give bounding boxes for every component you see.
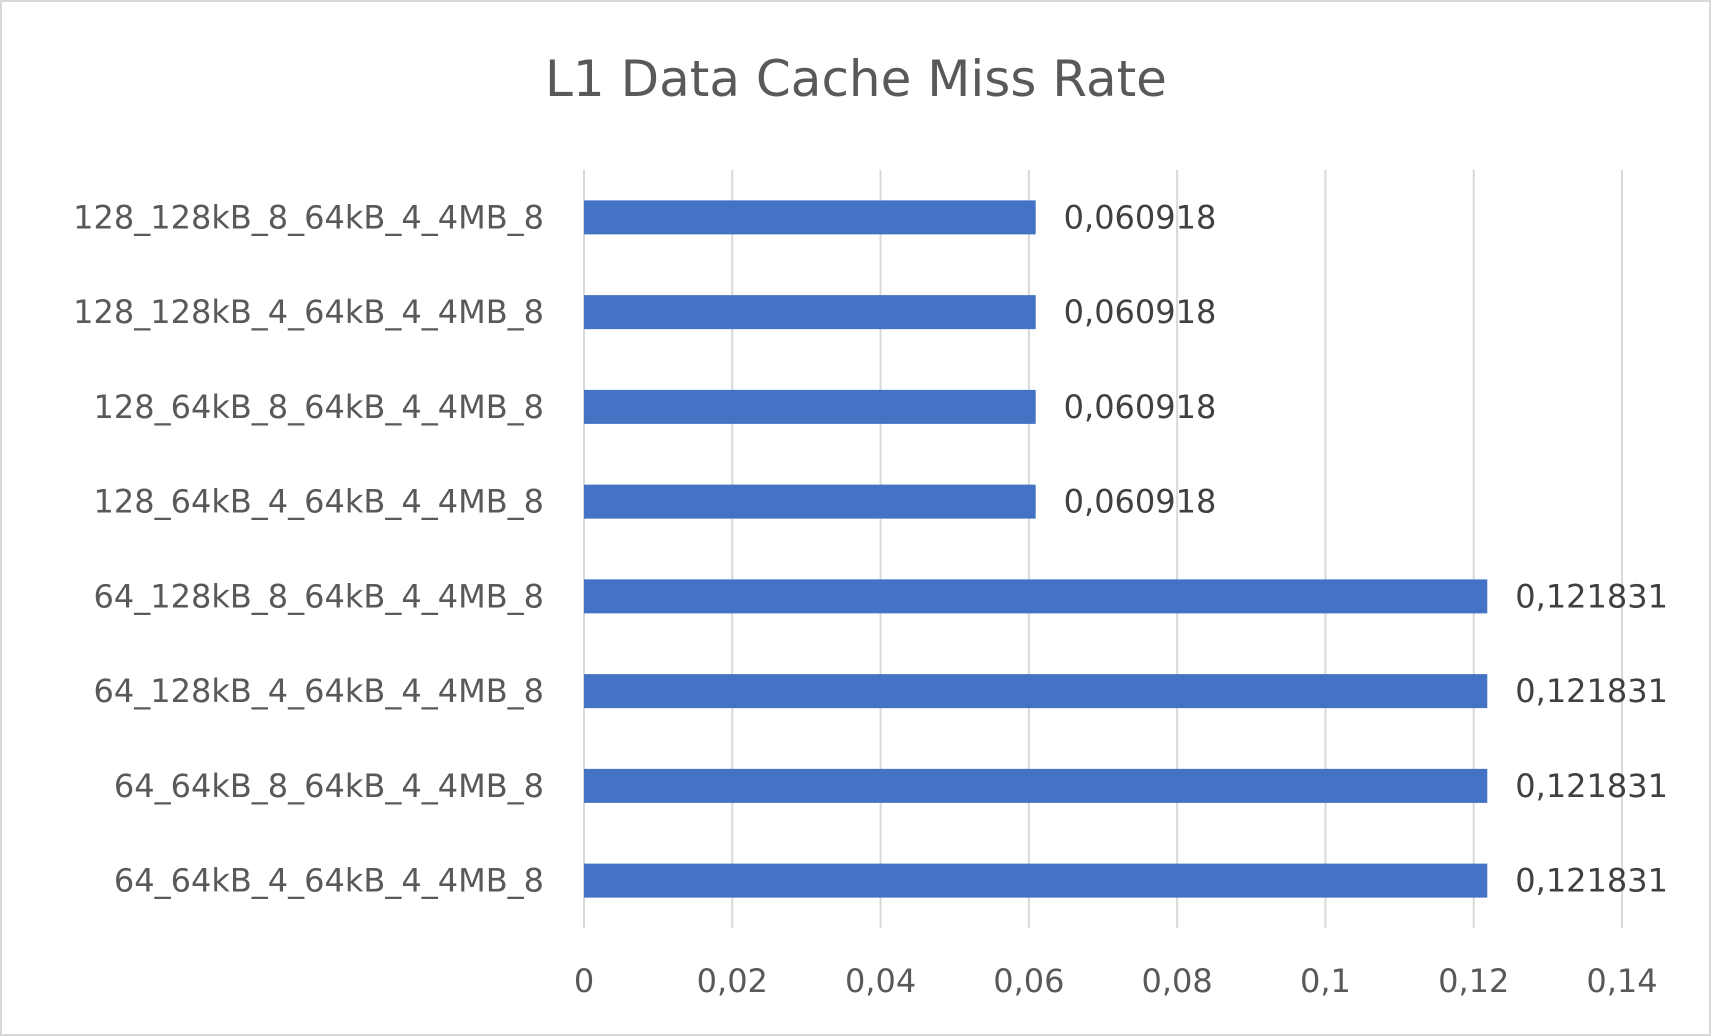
x-axis-ticks: 0 0,02 0,04 0,06 0,08 0,1 0,12 0,14 — [574, 962, 1658, 1000]
x-tick-label: 0 — [574, 962, 594, 1000]
category-labels: 64_64kB_4_64kB_4_4MB_8 64_64kB_8_64kB_4_4… — [73, 198, 544, 899]
bar — [584, 200, 1036, 235]
bar — [584, 389, 1036, 424]
bar — [584, 863, 1488, 898]
chart-title: L1 Data Cache Miss Rate — [545, 50, 1167, 108]
data-label: 0,121831 — [1515, 767, 1668, 805]
bars — [584, 200, 1488, 898]
bar — [584, 674, 1488, 709]
bar — [584, 579, 1488, 614]
category-label: 64_128kB_4_64kB_4_4MB_8 — [94, 672, 544, 710]
data-label: 0,060918 — [1064, 198, 1217, 236]
category-label: 64_64kB_8_64kB_4_4MB_8 — [114, 767, 544, 805]
data-label: 0,060918 — [1064, 293, 1217, 331]
category-label: 128_64kB_8_64kB_4_4MB_8 — [94, 388, 544, 426]
x-tick-label: 0,12 — [1438, 962, 1509, 1000]
x-tick-label: 0,14 — [1586, 962, 1657, 1000]
x-tick-label: 0,04 — [845, 962, 916, 1000]
data-label: 0,060918 — [1064, 388, 1217, 426]
data-labels: 0,121831 0,121831 0,121831 0,121831 0,060918… — [1064, 198, 1668, 899]
bar — [584, 295, 1036, 330]
data-label: 0,121831 — [1515, 672, 1668, 710]
data-label: 0,060918 — [1064, 483, 1217, 521]
category-label: 128_128kB_8_64kB_4_4MB_8 — [73, 198, 544, 236]
grid-lines — [583, 170, 1623, 928]
x-tick-label: 0,1 — [1300, 962, 1351, 1000]
category-label: 128_128kB_4_64kB_4_4MB_8 — [73, 293, 544, 331]
category-label: 128_64kB_4_64kB_4_4MB_8 — [94, 483, 544, 521]
x-tick-label: 0,06 — [993, 962, 1064, 1000]
x-tick-label: 0,02 — [697, 962, 768, 1000]
data-label: 0,121831 — [1515, 577, 1668, 615]
category-label: 64_128kB_8_64kB_4_4MB_8 — [94, 577, 544, 615]
bar — [584, 484, 1036, 519]
data-label: 0,121831 — [1515, 862, 1668, 900]
bar — [584, 768, 1488, 803]
category-label: 64_64kB_4_64kB_4_4MB_8 — [114, 862, 544, 900]
x-tick-label: 0,08 — [1142, 962, 1213, 1000]
